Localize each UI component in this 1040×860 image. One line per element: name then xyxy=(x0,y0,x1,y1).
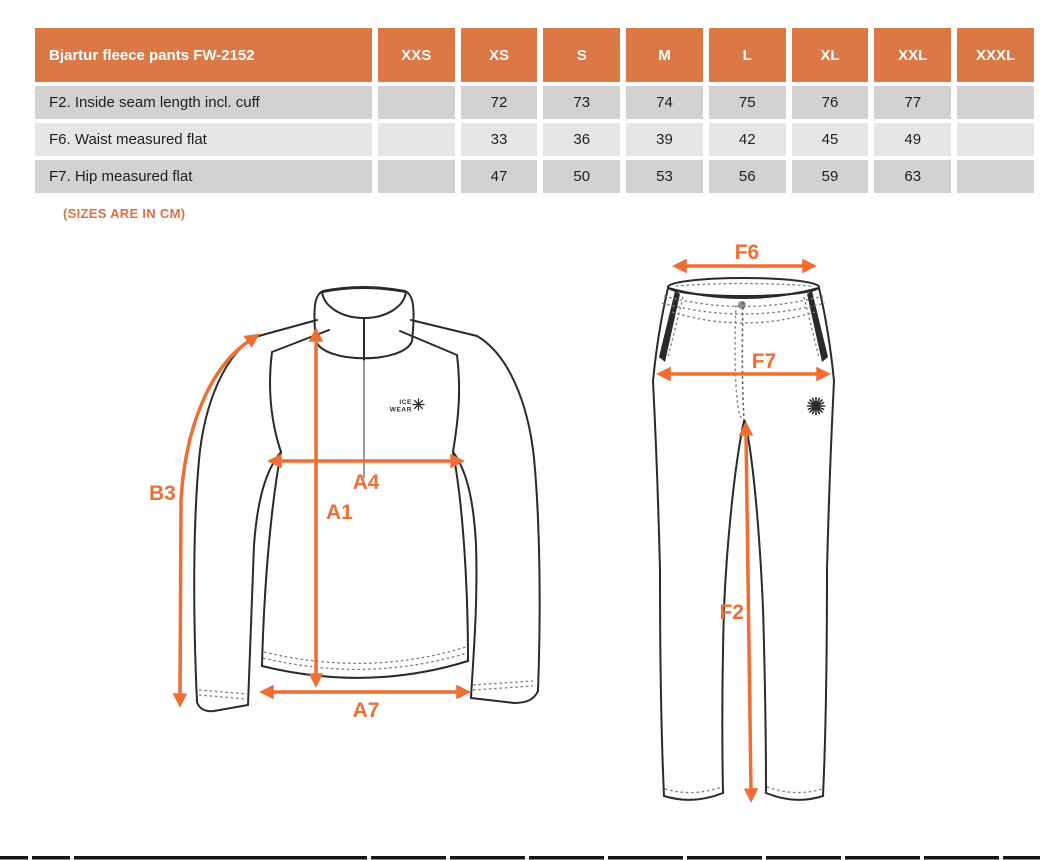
snowflake-icon xyxy=(806,396,826,416)
shoulder-left xyxy=(254,319,318,338)
cell: 50 xyxy=(543,160,621,193)
hem-line xyxy=(261,660,469,679)
fleece-outline xyxy=(193,286,541,713)
cell: 49 xyxy=(874,123,952,156)
size-col-s: S xyxy=(543,28,621,82)
size-col-m: M xyxy=(626,28,703,82)
shoulder-right xyxy=(410,319,478,337)
chest-logo-line1: ICE xyxy=(399,399,412,406)
table-row-hip: F7. Hip measured flat 47 50 53 56 59 63 xyxy=(35,160,1034,193)
cell: 59 xyxy=(791,160,869,193)
cell xyxy=(377,123,455,156)
measure-label-a4: A4 xyxy=(353,471,380,494)
inseam-left xyxy=(721,420,745,794)
fly-line xyxy=(741,301,745,421)
side-seam-right xyxy=(818,287,835,382)
cell: 33 xyxy=(460,123,538,156)
measure-arrow-b3: B3 xyxy=(149,333,260,708)
cell xyxy=(957,123,1034,156)
cell: 39 xyxy=(626,123,703,156)
table-row-inseam: F2. Inside seam length incl. cuff 72 73 … xyxy=(35,86,1034,119)
sizes-unit-note: (SIZES ARE IN CM) xyxy=(63,206,186,221)
size-col-xl: XL xyxy=(791,28,869,82)
measure-arrow-a1: A1 xyxy=(308,327,353,688)
chest-logo-line2: WEAR xyxy=(390,407,412,414)
cell xyxy=(957,160,1034,193)
body-seam-left xyxy=(261,451,282,667)
cell: 74 xyxy=(626,86,703,119)
pants-drawing: F6 F7 F2 xyxy=(652,241,835,803)
cell: 76 xyxy=(791,86,869,119)
collar-inside xyxy=(321,287,407,319)
cell: 72 xyxy=(460,86,538,119)
size-col-xs: XS xyxy=(460,28,538,82)
cell: 75 xyxy=(708,86,786,119)
size-col-l: L xyxy=(708,28,786,82)
sleeve-outer-right xyxy=(476,335,541,692)
size-table-header-row: Bjartur fleece pants FW-2152 XXS XS S M … xyxy=(35,28,1034,82)
measure-label-a1: A1 xyxy=(326,501,353,524)
cuff-right xyxy=(470,690,539,704)
cell: 56 xyxy=(708,160,786,193)
cell: 45 xyxy=(791,123,869,156)
cell xyxy=(377,160,455,193)
pants-outline xyxy=(652,277,835,801)
cell xyxy=(377,86,455,119)
cell xyxy=(957,86,1034,119)
pocket-left xyxy=(659,291,680,362)
fleece-top-drawing: ICE WEAR B3 A4 A1 A7 xyxy=(149,286,541,722)
raglan-seam-right xyxy=(399,330,461,453)
chest-logo: ICE WEAR xyxy=(390,398,425,414)
measure-label-f7: F7 xyxy=(752,350,777,373)
size-table: Bjartur fleece pants FW-2152 XXS XS S M … xyxy=(29,24,1040,197)
hem-left xyxy=(663,792,724,801)
raglan-seam-left xyxy=(269,329,330,453)
product-name-header: Bjartur fleece pants FW-2152 xyxy=(35,28,372,82)
measure-label-f2: F2 xyxy=(719,601,744,624)
measure-arrow-f2: F2 xyxy=(719,421,759,803)
cell: 63 xyxy=(874,160,952,193)
measure-arrow-f6: F6 xyxy=(672,241,817,274)
pocket-right xyxy=(807,291,828,362)
sleeve-outer-left xyxy=(193,336,256,703)
measure-label-b3: B3 xyxy=(149,482,176,505)
row-label: F2. Inside seam length incl. cuff xyxy=(35,86,372,119)
row-label: F6. Waist measured flat xyxy=(35,123,372,156)
cell: 77 xyxy=(874,86,952,119)
cell: 73 xyxy=(543,86,621,119)
cuff-left xyxy=(196,701,249,713)
leg-outer-left xyxy=(652,380,665,797)
row-label: F7. Hip measured flat xyxy=(35,160,372,193)
pants-stitch-lines xyxy=(661,282,826,794)
snowflake-icon xyxy=(412,398,425,411)
table-row-waist: F6. Waist measured flat 33 36 39 42 45 4… xyxy=(35,123,1034,156)
measure-label-f6: F6 xyxy=(735,241,760,264)
cell: 42 xyxy=(708,123,786,156)
measure-arrow-a7: A7 xyxy=(259,684,471,722)
waist-front-rim xyxy=(667,287,820,299)
body-seam-right xyxy=(452,451,469,662)
leg-outer-right xyxy=(822,380,835,797)
cell: 53 xyxy=(626,160,703,193)
fleece-stitch-lines xyxy=(198,646,534,700)
cell: 47 xyxy=(460,160,538,193)
sleeve-inner-right xyxy=(452,451,478,699)
next-table-cutoff-border xyxy=(0,856,1040,860)
measure-arrow-a4: A4 xyxy=(267,453,465,494)
measure-arrow-f7: F7 xyxy=(656,350,831,382)
measure-label-a7: A7 xyxy=(353,699,380,722)
waist-button xyxy=(738,301,746,309)
size-col-xxs: XXS xyxy=(377,28,455,82)
cell: 36 xyxy=(543,123,621,156)
size-col-xxl: XXL xyxy=(874,28,952,82)
size-col-xxxl: XXXL xyxy=(957,28,1034,82)
hem-right xyxy=(765,792,824,801)
